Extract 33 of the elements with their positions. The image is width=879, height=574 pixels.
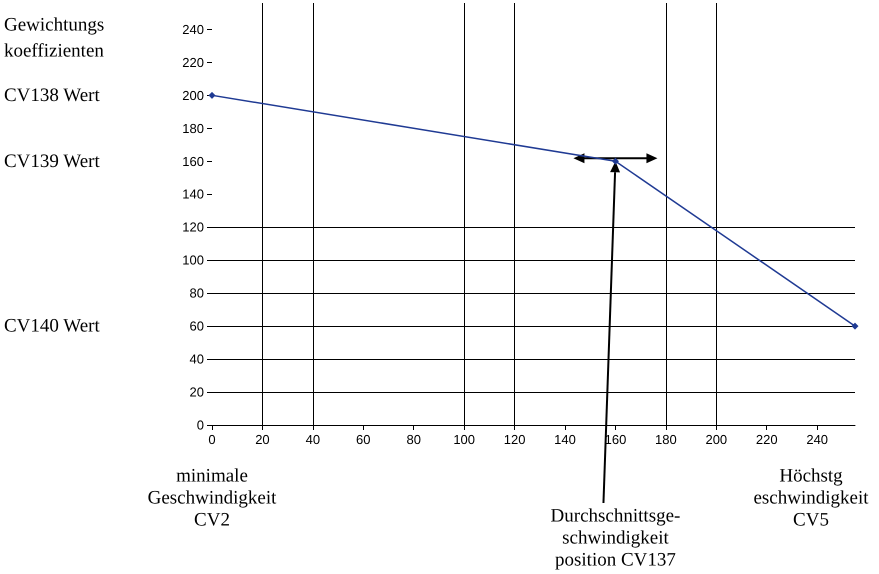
- x-tick-label: 200: [705, 432, 728, 447]
- y-tick-label: 140: [182, 186, 204, 202]
- x-tick-label: 60: [356, 432, 371, 447]
- text: CV140 Wert: [4, 316, 100, 337]
- x-tick-label: 220: [756, 432, 778, 447]
- y-tick-label: 200: [182, 88, 204, 103]
- x-tick-label: 120: [504, 432, 526, 447]
- x-tick-label: 0: [208, 432, 216, 447]
- y-tick-label: 60: [190, 318, 204, 334]
- x-tick-label: 180: [655, 432, 677, 447]
- text: minimale Geschwindigkeit CV2: [148, 466, 278, 530]
- text: CV139 Wert: [4, 150, 100, 172]
- x-tick-label: 100: [453, 432, 476, 447]
- y-tick-label: 220: [182, 54, 204, 70]
- x-tick-label: 40: [306, 432, 320, 447]
- y-tick-label: 40: [190, 352, 204, 367]
- y-tick-label: 120: [182, 220, 204, 235]
- x-tick-label: 140: [554, 432, 576, 447]
- text: Durchschnittsge- schwindigkeit position CV137: [550, 506, 680, 570]
- y-axis-title: Gewichtungs koeffizienten: [4, 14, 104, 62]
- x-tick-label: 80: [406, 432, 421, 447]
- y-tick-label: 240: [182, 22, 204, 37]
- text: CV138 Wert: [4, 84, 100, 106]
- x-tick-label: 240: [806, 432, 828, 447]
- x-tick-label: 160: [604, 432, 626, 447]
- y-tick-label: 0: [196, 418, 204, 432]
- y-tick-label: 160: [182, 154, 204, 169]
- text: Höchstg eschwindigkeit CV5: [753, 466, 870, 530]
- y-tick-label: 20: [190, 384, 204, 400]
- y-tick-label: 80: [190, 286, 204, 301]
- x-tick-label: 20: [255, 432, 270, 447]
- y-tick-label: 180: [182, 120, 204, 136]
- y-tick-label: 100: [182, 252, 204, 268]
